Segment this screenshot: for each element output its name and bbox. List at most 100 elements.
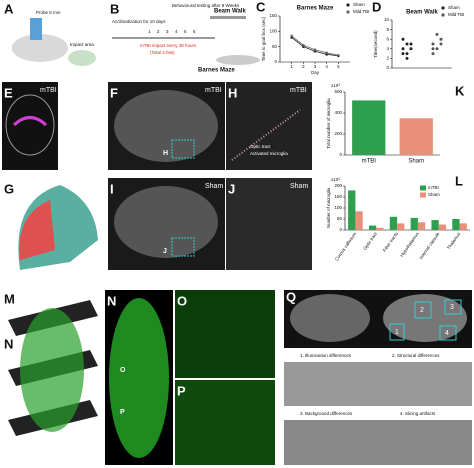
panel-e: E mTBI [2,82,58,170]
legend-label: Mild TBI [448,12,464,17]
y-tick-label: 6 [386,36,389,41]
tag: mTBI [40,87,57,94]
point [431,47,435,51]
x-tick-label: Sham [408,159,424,165]
bar [352,100,386,155]
image [226,178,312,270]
point [405,56,409,60]
panel-b: B Acclimatization for 10 days 1 2 3 4 5 … [110,1,260,74]
bar [399,118,433,155]
y-axis-label: Total number of microglia [326,98,331,149]
bar [410,217,418,230]
y-tick-label: 0 [386,65,389,70]
bar [389,216,398,230]
box-label: 4 [445,330,449,337]
y-tick-label: 200 [334,183,342,188]
panel-o: O [175,290,275,378]
point [435,47,439,51]
panel-j: J Sham [226,178,312,270]
x-tick-label: Optic tract [362,231,378,251]
acclimatization: Acclimatization for 10 days [112,19,166,24]
impact-text: mTBI impact every 48 hours [140,43,197,48]
x-tick-label: Fiber tracts [382,231,399,253]
x-tick-label: Corpus callosum [334,231,357,262]
x-tick-label: Internal capsule [418,231,441,260]
x-tick-label: Thalamus [446,231,462,251]
x-tick-label: Hypothalamus [399,231,420,258]
panel-label: C [256,0,266,14]
y-tick-label: 150 [269,13,277,18]
tract [231,109,301,161]
bar [376,227,384,230]
tag: mTBI [290,87,307,94]
caption: 1. Illumination differences [300,353,352,358]
panel-label: B [110,1,119,16]
volume [20,308,84,432]
point [439,37,443,41]
o-label: O [120,367,126,374]
panel-n: N O P [105,290,173,465]
roi-box [444,299,462,315]
panel-label: H [228,85,237,100]
panel-a: A Probe 5 mm Impact area [4,1,96,66]
y-tick-label: 4 [386,46,389,51]
p-label: P [120,409,125,416]
panel-label: E [4,85,13,100]
microglia-text: Activated microglia [250,151,288,156]
panel-label: Q [286,289,296,304]
roi-box [171,139,195,159]
brain-section [109,298,169,458]
bar [459,223,467,230]
point [290,34,293,38]
point [409,47,413,51]
day-label: 2 [157,29,160,34]
tag: mTBI [205,87,222,94]
highlight [12,116,48,127]
legend-swatch [420,185,426,191]
roi-box [414,301,432,319]
panel-label: A [4,1,14,16]
y-tick-label: 50 [337,216,343,221]
day-label: 4 [175,29,178,34]
day-label: 5 [184,29,187,34]
legend-marker [441,6,445,10]
point [439,42,443,46]
x-axis-label: Day [311,70,320,75]
point [401,37,405,41]
barnes-maze: Barnes Maze [198,68,235,74]
panel-label: O [177,293,187,308]
impact-label: Impact area [70,42,94,47]
day-label: 3 [166,29,169,34]
roi-box [389,323,405,341]
x-tick-label: mTBI [362,159,377,165]
maze-icon [216,55,260,65]
legend-label: Sham [448,5,460,10]
y-tick-label: 0 [274,59,277,64]
panel-label: L [455,173,463,188]
y-tick-label: 10 [384,17,390,22]
beam-walk: Beam Walk [214,9,246,15]
beam-icon [210,16,246,19]
total-text: (Total 4 hits) [150,50,175,55]
box-label: 2 [420,307,424,314]
point [405,52,409,56]
panel-m: M N [4,291,98,436]
point [405,42,409,46]
bar [431,220,439,230]
x-tick-label: 5 [337,64,340,69]
legend-marker [346,10,350,14]
y-tick-label: 200 [334,131,342,136]
caption: 4. Slicing artifacts [400,411,436,416]
x-tick-label: 4 [325,64,328,69]
brain-section [290,294,370,342]
chart-title: Barnes Maze [297,6,334,12]
point [401,52,405,56]
y-tick-label: 100 [269,29,277,34]
image-row [284,420,472,465]
panel-label: K [455,83,465,98]
bar [368,225,377,230]
panel-label: P [177,383,186,398]
legend-label: Mild TBI [353,9,369,14]
image [226,82,312,170]
probe-label: Probe 5 mm [36,10,61,15]
